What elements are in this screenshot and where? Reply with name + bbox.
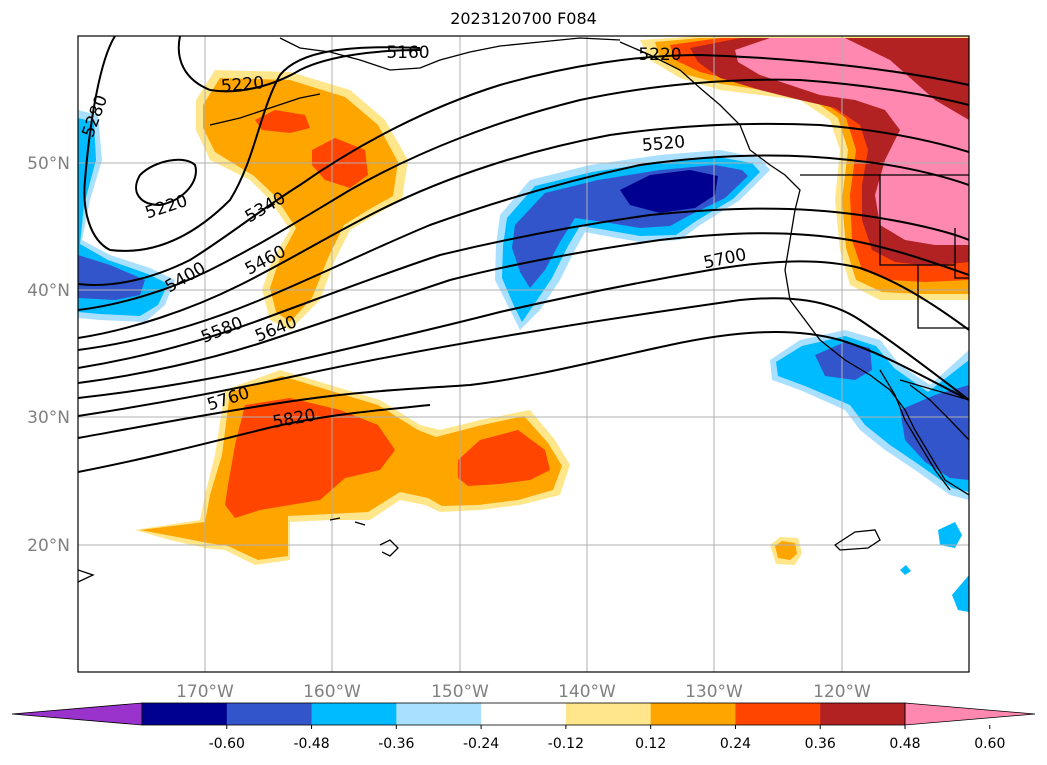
- colorbar-tick-label: 0.36: [805, 736, 836, 752]
- colorbar-tick-label: -0.24: [463, 736, 499, 752]
- positive-anomaly-ne-pacific-max-2: [255, 110, 310, 133]
- colorbar-segment: [820, 703, 906, 725]
- contour-5340: [78, 53, 969, 286]
- map-frame: [77, 35, 970, 673]
- colorbar-tick-label: -0.12: [548, 736, 584, 752]
- negative-anomaly-baja-3: [815, 342, 872, 380]
- lon-label-140w: 140°W: [558, 682, 616, 702]
- colorbar-tick-label: 0.24: [720, 736, 751, 752]
- positive-anomaly-ne-pacific-core: [203, 78, 398, 322]
- lat-label-40n: 40°N: [27, 281, 70, 301]
- positive-anomaly-western-canada-max: [735, 38, 969, 245]
- gridlines: [78, 36, 969, 672]
- coastline-baja: [879, 369, 951, 491]
- lat-label-30n: 30°N: [27, 408, 70, 428]
- colorbar-tick-label: 0.48: [889, 736, 920, 752]
- contour-5760: [78, 297, 969, 417]
- colorbar-segment: [142, 703, 228, 725]
- contour-5400: [78, 78, 969, 311]
- longitude-labels: 170°W 160°W 150°W 140°W 130°W 120°W: [176, 682, 871, 702]
- colorbar-segment: [226, 703, 313, 725]
- lon-label-130w: 130°W: [685, 682, 743, 702]
- lon-label-170w: 170°W: [176, 682, 234, 702]
- contour-5820: [78, 330, 969, 439]
- contour-label-5160: 5160: [386, 43, 429, 63]
- hawaii-islands: [329, 517, 399, 557]
- colorbar-segment: [565, 703, 652, 725]
- contour-label-5220-c: 5220: [638, 45, 681, 65]
- colorbar-tick-label: 0.60: [974, 736, 1005, 752]
- coastline-aleutians: [209, 93, 321, 126]
- colorbar-segment: [481, 703, 567, 725]
- coastline-mainland-mexico: [909, 384, 969, 441]
- lat-label-20n: 20°N: [27, 536, 70, 556]
- island-east: [833, 529, 881, 551]
- contour-5220-north: [177, 36, 421, 93]
- colorbar-tick-label: -0.60: [209, 736, 245, 752]
- negative-anomaly-baja-4: [900, 385, 969, 480]
- colorbar-segment: [396, 703, 482, 725]
- state-border-1: [879, 175, 955, 266]
- positive-anomaly-subtropics-max-2: [458, 430, 550, 486]
- state-border-2: [917, 265, 969, 329]
- positive-anomaly-small-core: [775, 541, 797, 560]
- coastline-us-west: [784, 209, 969, 496]
- contour-5580: [78, 207, 969, 369]
- negative-anomaly-small-2: [952, 575, 969, 612]
- latitude-labels: 50°N 40°N 30°N 20°N: [27, 154, 70, 556]
- colorbar-segment: [311, 703, 397, 725]
- contour-5460: [78, 122, 969, 339]
- chart-title: 2023120700 F084: [450, 9, 597, 28]
- island-small: [78, 569, 95, 583]
- state-border-3: [954, 228, 969, 279]
- contour-5880: [78, 404, 431, 473]
- negative-anomaly-small-3: [900, 565, 911, 575]
- contour-5700: [78, 260, 969, 399]
- contour-label-5220-b: 5220: [220, 73, 265, 97]
- colorbar-tick-label: -0.36: [378, 736, 414, 752]
- contour-5520: [78, 154, 969, 351]
- colorbar-extend-high: [904, 702, 1036, 726]
- colorbar-extend-low: [11, 702, 143, 726]
- lon-label-160w: 160°W: [303, 682, 361, 702]
- negative-anomaly-ne-pacific-max: [620, 170, 718, 213]
- colorbar: -0.60 -0.48 -0.36 -0.24 -0.12 0.12 0.24 0.36 0.4…: [11, 702, 1036, 752]
- lon-label-150w: 150°W: [431, 682, 489, 702]
- negative-anomaly-small-1: [938, 522, 962, 548]
- colorbar-tick-label: 0.12: [635, 736, 666, 752]
- border-us-mexico: [899, 379, 969, 401]
- height-contours: [78, 36, 969, 473]
- contour-label-5520: 5520: [641, 132, 686, 156]
- colorbar-frame: [141, 702, 906, 726]
- lon-label-120w: 120°W: [813, 682, 871, 702]
- contour-5280: [83, 36, 421, 252]
- contour-5220-closed: [135, 158, 197, 207]
- contour-5640: [78, 232, 969, 384]
- lat-label-50n: 50°N: [27, 154, 70, 174]
- negative-anomaly-west-edge-3: [78, 255, 145, 300]
- colorbar-segment: [735, 703, 821, 725]
- colorbar-tick-label: -0.48: [293, 736, 329, 752]
- colorbar-segment: [650, 703, 736, 725]
